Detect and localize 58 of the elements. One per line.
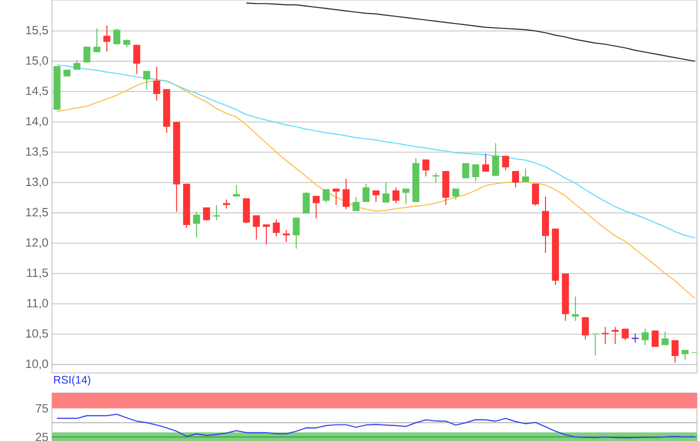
candlestick <box>582 316 589 340</box>
candlestick <box>382 182 390 204</box>
candlestick <box>342 178 350 210</box>
y-tick-label: 14,0 <box>26 116 48 127</box>
candlestick <box>103 24 110 52</box>
y-tick-label: 12,5 <box>26 208 48 218</box>
y-tick-label: 75 <box>36 404 48 413</box>
candlestick <box>572 296 579 322</box>
y-tick-label: 15,0 <box>26 56 48 66</box>
y-tick-label: 14,5 <box>26 86 48 96</box>
candlestick <box>392 186 400 204</box>
y-tick-label: 15,5 <box>26 26 48 36</box>
candlestick <box>83 46 90 63</box>
candlestick <box>622 328 629 341</box>
candlestick <box>482 152 490 172</box>
candlestick <box>93 28 100 53</box>
y-tick-label: 11,0 <box>27 298 48 309</box>
candlestick <box>662 331 669 346</box>
candlestick <box>522 168 530 182</box>
candlestick <box>133 44 140 74</box>
chart-title: RSI(14) <box>54 376 90 386</box>
candlestick <box>322 188 330 204</box>
y-tick-label: 25 <box>36 432 48 441</box>
candlestick <box>402 188 410 204</box>
y-tick-label: 11,5 <box>27 268 48 278</box>
candlestick <box>312 195 320 219</box>
candlestick <box>452 188 460 200</box>
candlestick <box>332 188 340 206</box>
candlestick <box>143 70 150 90</box>
candlestick <box>302 192 310 214</box>
candlestick <box>232 184 240 197</box>
candlestick <box>352 196 360 212</box>
candlestick <box>492 142 500 176</box>
candlestick <box>272 219 280 238</box>
candlestick <box>222 199 230 210</box>
candlestick <box>252 214 260 240</box>
y-tick-label: 10,5 <box>26 329 48 340</box>
candlestick <box>362 183 370 202</box>
candlestick <box>652 330 659 348</box>
y-tick-label: 13,0 <box>26 178 48 188</box>
y-tick-label: 13,5 <box>26 147 48 158</box>
candlestick <box>512 170 520 188</box>
candlestick <box>113 28 120 45</box>
candlestick <box>672 340 679 364</box>
candlestick <box>422 158 430 177</box>
candlestick <box>462 162 470 179</box>
candlestick <box>532 183 539 206</box>
candlestick <box>282 229 290 242</box>
y-tick-label: 10,0 <box>26 360 48 370</box>
y-tick-label: 12,0 <box>26 238 48 248</box>
candlestick <box>502 155 510 171</box>
candlestick <box>153 66 160 102</box>
candlestick <box>472 164 480 182</box>
candlestick <box>642 328 649 346</box>
candlestick <box>203 206 210 222</box>
candlestick <box>262 224 270 245</box>
candlestick <box>292 217 300 250</box>
candlestick <box>193 211 200 238</box>
